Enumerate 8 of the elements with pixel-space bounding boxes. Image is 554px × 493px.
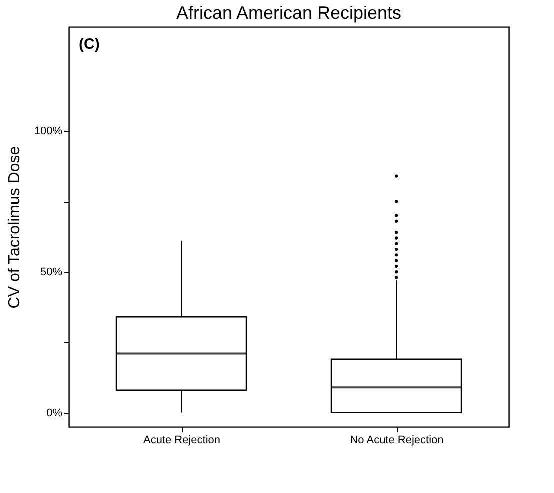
y-tick-label: 100% xyxy=(34,126,63,138)
annotation: (C) xyxy=(79,36,100,53)
x-tick-label: No Acute Rejection xyxy=(350,434,444,446)
chart-title: African American Recipients xyxy=(176,3,402,23)
y-tick-label: 50% xyxy=(40,266,63,279)
y-tick-label: 0% xyxy=(46,407,63,420)
x-tick-label: Acute Rejection xyxy=(143,434,221,446)
y-axis-title: CV of Tacrolimus Dose xyxy=(6,146,24,309)
